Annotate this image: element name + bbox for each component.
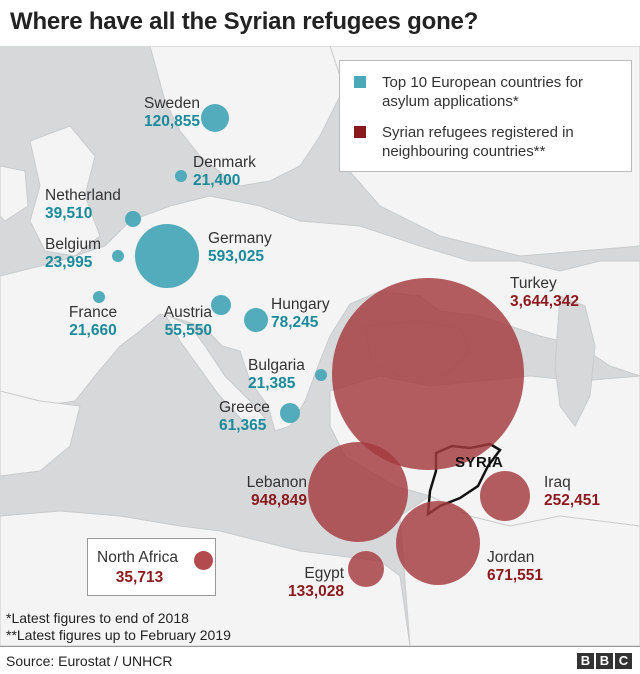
sweden-name: Sweden [143,95,200,112]
legend-neighbours-label: Syrian refugees registered in neighbouri… [382,124,574,160]
egypt-label: Egypt 133,028 [262,565,344,601]
france-bubble [93,291,105,303]
denmark-value: 21,400 [193,172,241,189]
legend: Top 10 European countries for asylum app… [339,60,632,172]
lebanon-label: Lebanon 948,849 [222,474,307,510]
greece-name: Greece [219,399,270,416]
note-europe: *Latest figures to end of 2018 [6,610,189,626]
sweden-value: 120,855 [143,113,200,130]
austria-value: 55,550 [164,322,212,339]
hungary-value: 78,245 [271,314,319,331]
belgium-name: Belgium [45,236,101,253]
bulgaria-label: Bulgaria 21,385 [248,357,305,393]
legend-europe-label: Top 10 European countries for asylum app… [382,74,583,110]
germany-value: 593,025 [208,248,265,265]
jordan-bubble [396,501,480,585]
france-label: France 21,660 [60,304,126,340]
chart-title: Where have all the Syrian refugees gone? [10,8,479,35]
source-text: Source: Eurostat / UNHCR [6,653,173,669]
turkey-bubble [332,278,524,470]
turkey-value: 3,644,342 [510,293,579,310]
bbc-logo-b2: B [596,653,613,669]
germany-label: Germany 593,025 [208,230,272,266]
ireland-land [0,165,29,222]
north-africa-name: North Africa [97,549,178,566]
hungary-label: Hungary 78,245 [271,296,330,332]
bulgaria-value: 21,385 [248,375,296,392]
france-value: 21,660 [69,322,117,339]
turkey-label: Turkey 3,644,342 [510,275,579,311]
caspian-sea [554,295,596,427]
jordan-label: Jordan 671,551 [487,549,543,585]
bbc-logo: B B C [577,653,632,669]
netherland-value: 39,510 [45,205,93,222]
jordan-value: 671,551 [487,567,544,584]
uk-land [29,125,101,257]
hungary-bubble [244,308,268,332]
greece-bubble [280,403,300,423]
france-name: France [68,304,118,321]
italy-land [163,312,266,432]
hungary-name: Hungary [271,296,330,313]
iraq-bubble [480,471,530,521]
iraq-label: Iraq 252,451 [544,474,600,510]
iberia-land [0,390,81,477]
north-africa-box: North Africa 35,713 [87,538,216,596]
belgium-value: 23,995 [45,254,93,271]
turkey-name: Turkey [510,275,557,292]
netherland-bubble [125,211,141,227]
greece-value: 61,365 [219,417,267,434]
syria-label: SYRIA [455,454,504,471]
egypt-value: 133,028 [287,583,344,600]
germany-name: Germany [208,230,272,247]
austria-label: Austria 55,550 [146,304,212,340]
austria-name: Austria [163,304,212,321]
sweden-label: Sweden 120,855 [120,95,200,131]
iraq-name: Iraq [544,474,571,491]
germany-bubble [135,224,199,288]
lebanon-value: 948,849 [250,492,307,509]
iraq-value: 252,451 [544,492,601,509]
jordan-name: Jordan [487,549,535,566]
footer: Source: Eurostat / UNHCR B B C [0,646,640,674]
egypt-name: Egypt [304,565,344,582]
denmark-name: Denmark [193,154,256,171]
greece-label: Greece 61,365 [219,399,270,435]
lebanon-name: Lebanon [246,474,307,491]
bulgaria-bubble [315,369,327,381]
belgium-label: Belgium 23,995 [45,236,101,272]
north-africa-value: 35,713 [115,569,164,586]
denmark-label: Denmark 21,400 [193,154,256,190]
bbc-logo-b1: B [577,653,594,669]
neighbour-bubbles [308,278,530,587]
bulgaria-name: Bulgaria [248,357,305,374]
netherland-name: Netherland [45,187,121,204]
egypt-bubble [348,551,384,587]
note-neighbours: **Latest figures up to February 2019 [6,627,231,643]
legend-neighbours-swatch [354,126,366,138]
lebanon-bubble [308,442,408,542]
belgium-bubble [112,250,124,262]
north-africa-bubble [194,551,213,570]
legend-europe-swatch [354,76,366,88]
europe-bubbles [93,104,327,423]
netherland-label: Netherland 39,510 [45,187,121,223]
sweden-bubble [201,104,229,132]
austria-bubble [211,295,231,315]
denmark-bubble [175,170,187,182]
bbc-logo-c: C [615,653,632,669]
